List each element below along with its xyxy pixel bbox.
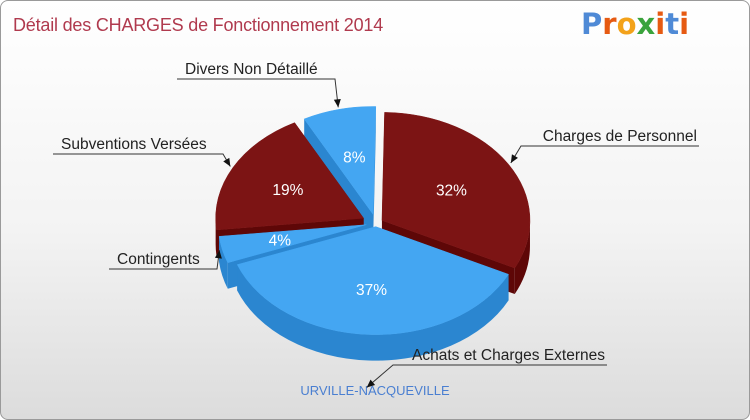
callout-arrow bbox=[214, 250, 222, 259]
slice-name-label: Achats et Charges Externes bbox=[412, 347, 605, 364]
pct-label: 32% bbox=[436, 182, 467, 199]
pie-slice-charges-de-personnel bbox=[381, 112, 531, 269]
slice-name-label: Subventions Versées bbox=[61, 136, 207, 153]
pct-label: 4% bbox=[269, 233, 292, 250]
logo-letter: P bbox=[581, 7, 603, 41]
logo-letter: r bbox=[602, 7, 617, 41]
pct-label: 37% bbox=[356, 282, 387, 299]
callout-line bbox=[53, 153, 231, 167]
proxiti-logo: Proxiti bbox=[581, 7, 689, 41]
chart-subtitle: URVILLE-NACQUEVILLE bbox=[300, 383, 450, 398]
callout-arrow bbox=[333, 98, 341, 108]
callout-line bbox=[510, 145, 699, 164]
callout-arrow bbox=[366, 379, 376, 388]
pie-tops bbox=[215, 106, 531, 335]
logo-letter: x bbox=[636, 7, 656, 41]
slice-name-label: Contingents bbox=[117, 251, 200, 268]
pie-slice-subventions-vers-es bbox=[215, 122, 365, 231]
pie-slice-side bbox=[219, 236, 228, 289]
pie-slice-contingents bbox=[218, 224, 367, 263]
pie-slice-achats-et-charges-externes bbox=[236, 226, 509, 335]
callout-arrow bbox=[510, 154, 518, 163]
pct-label: 8% bbox=[343, 150, 366, 167]
callout-arrow bbox=[223, 157, 231, 167]
slice-name-label: Divers Non Détaillé bbox=[185, 61, 318, 78]
pie-slice-side bbox=[514, 220, 530, 295]
callout-line bbox=[177, 78, 339, 108]
logo-letter: o bbox=[616, 7, 637, 41]
chart-title: Détail des CHARGES de Fonctionnement 201… bbox=[13, 15, 384, 35]
logo-letter: i bbox=[679, 7, 690, 41]
pct-label: 19% bbox=[272, 182, 303, 199]
slice-name-label: Charges de Personnel bbox=[543, 128, 697, 145]
pie-slice-side bbox=[215, 218, 217, 256]
pie-slice-divers-non-d-taill bbox=[303, 106, 377, 216]
logo-letter: t bbox=[665, 7, 680, 41]
pie-slice-side bbox=[237, 264, 509, 361]
callout-line bbox=[366, 364, 607, 388]
logo-letter: i bbox=[655, 7, 666, 41]
